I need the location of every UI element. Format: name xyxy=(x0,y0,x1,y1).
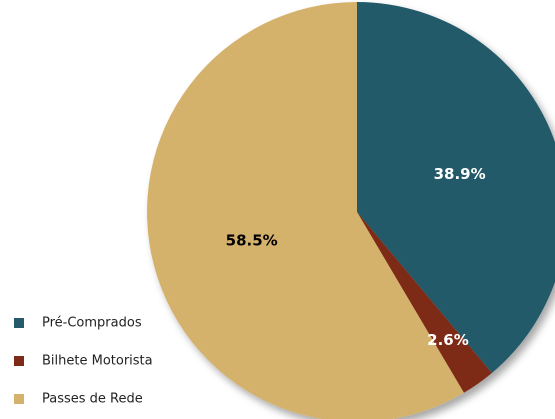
pie xyxy=(147,2,555,419)
data-label: 2.6% xyxy=(427,331,469,349)
pie-slice xyxy=(357,2,555,373)
data-label: 38.9% xyxy=(434,165,486,183)
legend-swatch xyxy=(14,394,24,404)
pie-slice xyxy=(357,212,492,393)
legend-swatch xyxy=(14,356,24,366)
data-label: 58.5% xyxy=(226,231,278,249)
legend-label: Pré-Comprados xyxy=(42,316,142,331)
pie-slice xyxy=(147,2,464,419)
legend-label: Passes de Rede xyxy=(42,392,143,407)
legend-label: Bilhete Motorista xyxy=(42,354,153,369)
legend-swatch xyxy=(14,318,24,328)
